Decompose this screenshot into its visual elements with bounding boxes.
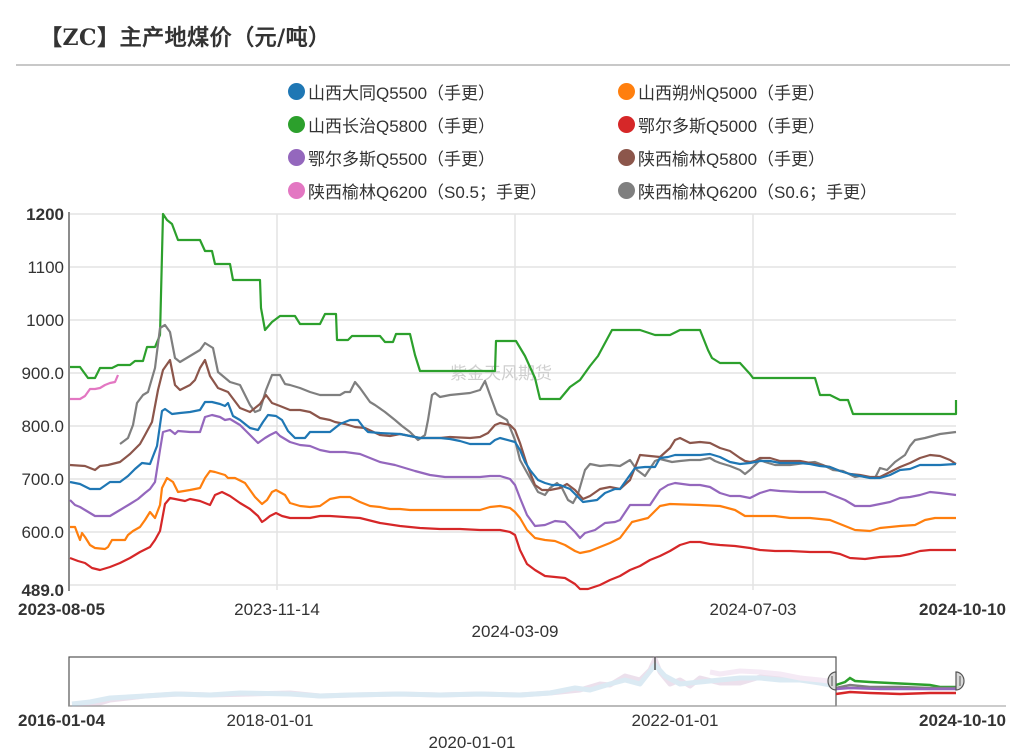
y-tick-label: 900.0: [21, 364, 64, 383]
legend-label: 山西长治Q5800（手更）: [308, 116, 496, 136]
legend-dot-icon: [288, 148, 305, 166]
y-tick-label: 1200: [26, 205, 64, 224]
legend-item-yulin-q6200-s06[interactable]: 陕西榆林Q6200（S0.6；手更）: [618, 177, 877, 203]
series-datong-q5500: [69, 400, 957, 504]
legend-item-yulin-q6200-s05[interactable]: 陕西榆林Q6200（S0.5；手更）: [288, 177, 547, 203]
legend-item-changzhi-q5800[interactable]: 山西长治Q5800（手更）: [288, 111, 495, 137]
x-tick-label: 2024-07-03: [710, 600, 797, 619]
legend-item-shuozhou-q5000[interactable]: 山西朔州Q5000（手更）: [618, 78, 825, 104]
x-tick-label: 2023-11-14: [234, 600, 320, 619]
legend-item-datong-q5500[interactable]: 山西大同Q5500（手更）: [288, 78, 495, 104]
navigator-label-end: 2024-10-10: [919, 711, 1006, 730]
navigator-label-start: 2016-01-04: [18, 711, 106, 730]
series-yulin-q6200-s05: [70, 374, 120, 401]
series-shuozhou-q5000: [70, 469, 956, 555]
legend-item-yulin-q5800[interactable]: 陕西榆林Q5800（手更）: [618, 144, 825, 170]
y-tick-label: 1100: [27, 258, 64, 277]
legend-dot-icon: [618, 181, 635, 199]
y-tick-label: 1000: [26, 311, 64, 330]
y-tick-label: 489.0: [21, 581, 64, 600]
legend-label: 陕西榆林Q6200（S0.6；手更）: [638, 182, 878, 202]
legend-label: 鄂尔多斯Q5500（手更）: [308, 149, 496, 169]
legend-dot-icon: [288, 181, 305, 199]
legend-item-ordos-q5500[interactable]: 鄂尔多斯Q5500（手更）: [288, 144, 495, 170]
watermark: 紫金天风期货: [450, 364, 552, 383]
navigator-label: 2018-01-01: [227, 711, 314, 730]
legend-dot-icon: [618, 115, 635, 133]
chart-title: 【ZC】主产地煤价（元/吨）: [40, 25, 331, 51]
legend-label: 陕西榆林Q5800（手更）: [638, 149, 826, 169]
range-navigator[interactable]: [68, 656, 1006, 707]
x-tick-label: 2024-03-09: [472, 622, 559, 641]
y-tick-label: 600.0: [21, 523, 64, 542]
y-axis-labels: 1200 1100 1000 900.0 800.0 700.0 600.0 4…: [21, 205, 64, 600]
legend-label: 山西大同Q5500（手更）: [308, 83, 496, 103]
legend-dot-icon: [288, 115, 305, 133]
legend-label: 陕西榆林Q6200（S0.5；手更）: [308, 182, 548, 202]
series-changzhi-q5800: [70, 212, 958, 416]
series-ordos-q5000: [69, 490, 956, 591]
x-tick-label-end: 2024-10-10: [919, 600, 1006, 619]
series-yulin-q5800: [69, 358, 957, 501]
navigator-history-lines: [71, 656, 837, 707]
x-gridlines: [276, 214, 754, 590]
navigator-axis-labels: 2016-01-04 2018-01-01 2020-01-01 2022-01…: [18, 711, 1006, 752]
y-tick-label: 700.0: [21, 470, 64, 489]
series-yulin-q6200-s06: [119, 323, 957, 505]
legend-label: 山西朔州Q5000（手更）: [638, 83, 826, 103]
legend-item-ordos-q5000[interactable]: 鄂尔多斯Q5000（手更）: [618, 111, 825, 137]
title-divider: [16, 64, 1010, 66]
legend-dot-icon: [288, 82, 305, 100]
navigator-frame: [68, 656, 837, 707]
navigator-selected-lines: [835, 676, 956, 696]
y-tick-label: 800.0: [21, 417, 64, 436]
legend-label: 鄂尔多斯Q5000（手更）: [638, 116, 826, 136]
x-tick-label-start: 2023-08-05: [18, 600, 105, 619]
navigator-label: 2022-01-01: [632, 711, 719, 730]
y-gridlines: [70, 213, 956, 586]
series-ordos-q5500: [69, 413, 957, 540]
legend-dot-icon: [618, 148, 635, 166]
navigator-label: 2020-01-01: [429, 733, 516, 752]
x-axis-labels: 2023-08-05 2023-11-14 2024-03-09 2024-07…: [18, 600, 1006, 641]
series-lines: [69, 212, 958, 591]
legend-dot-icon: [618, 82, 635, 100]
